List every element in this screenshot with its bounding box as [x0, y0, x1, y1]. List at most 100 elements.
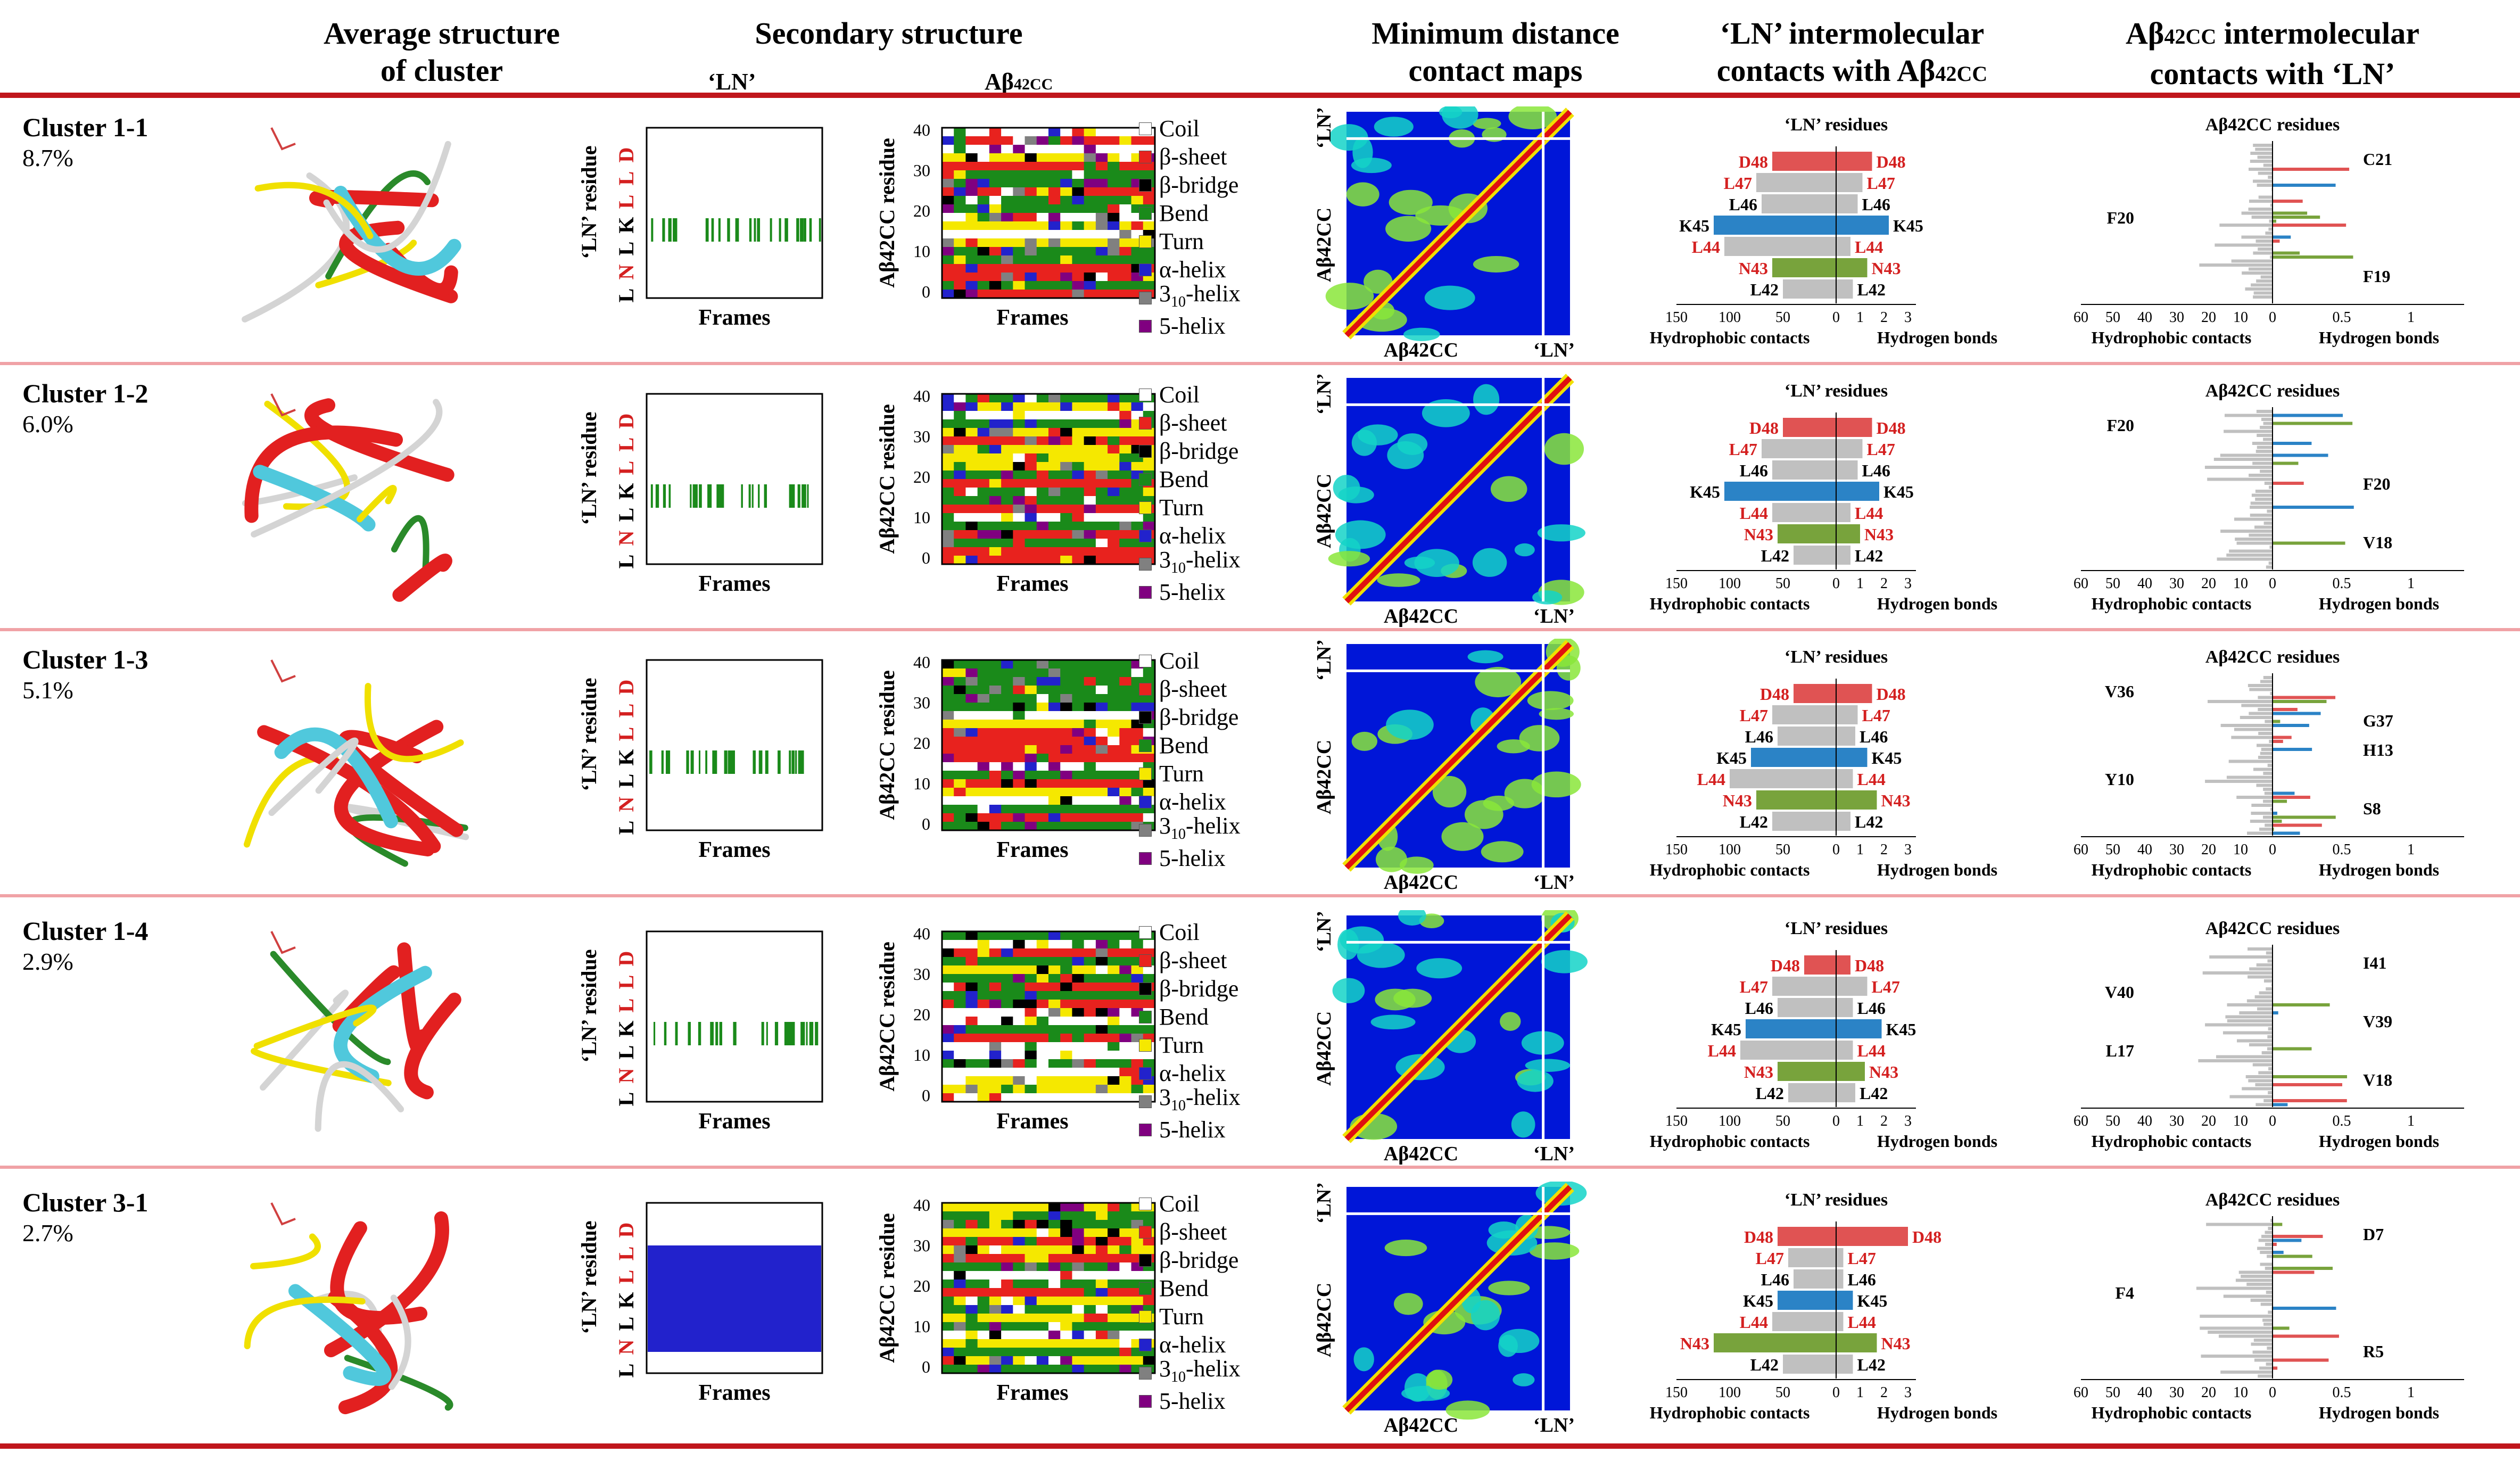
ab-ss-cell	[1036, 957, 1049, 966]
ab-ss-cell	[1072, 1331, 1085, 1340]
ab-ss-cell	[977, 1254, 990, 1263]
ab-ss-cell	[1131, 1051, 1144, 1060]
ab-ss-cell	[1001, 931, 1014, 940]
ab-ss-cell	[1013, 1297, 1026, 1306]
ab-ss-cell	[1013, 745, 1026, 754]
ab-ss-cell	[1108, 668, 1120, 678]
ab-ss-cell	[1119, 1093, 1132, 1102]
ab-ss-cell	[1048, 162, 1061, 171]
ab-ss-cell	[1143, 402, 1155, 411]
ab-ss-cell	[1060, 419, 1073, 428]
ab-ss-cell	[1060, 1034, 1073, 1043]
ab-hbond-bar	[2273, 251, 2300, 255]
hbond-bar	[1836, 173, 1863, 192]
ab-ss-cell	[942, 771, 955, 780]
ab-ss-cell	[1143, 703, 1155, 712]
ab-ss-cell	[1013, 204, 1026, 213]
ab-hydrophobic-bar	[2261, 1235, 2273, 1238]
hbond-bar	[1836, 258, 1868, 277]
ab-ss-cell	[942, 1042, 955, 1051]
ab-ss-cell	[1024, 179, 1037, 188]
ab-hydrophobic-bar	[2242, 271, 2273, 275]
ab-ss-cell	[1060, 771, 1073, 780]
ln-ss-stripe	[663, 484, 666, 508]
frames-label: Frames	[996, 1109, 1068, 1134]
ab-ss-cell	[1013, 796, 1026, 805]
ab-ss-cell	[1095, 204, 1109, 213]
ab-ss-cell	[942, 983, 955, 992]
contact-blob	[1389, 189, 1433, 215]
ln-residue-label-right: L44	[1857, 1041, 1886, 1060]
contact-blob	[1414, 549, 1459, 577]
ab-ss-cell	[1084, 1228, 1096, 1237]
ab-ss-cell	[942, 711, 955, 720]
ab-ss-cell	[1119, 1211, 1132, 1220]
contact-blob	[1426, 1369, 1453, 1390]
ab-ss-cell	[965, 128, 978, 137]
ab-ss-cell	[1119, 145, 1132, 154]
ab-ss-cell	[965, 213, 978, 222]
ln-residue-letter: D	[614, 951, 638, 967]
ab-ss-cell	[942, 1237, 955, 1246]
ab-ss-cell	[1119, 1348, 1132, 1357]
ln-ss-stripe	[748, 484, 751, 508]
ab-hydrophobic-bar	[2249, 474, 2273, 477]
ab-ss-cell	[1013, 948, 1026, 958]
header-min-distance: Minimum distance contact maps	[1277, 15, 1714, 89]
ab-ss-cell	[1013, 522, 1026, 531]
hydrophobic-bar-colored	[1783, 418, 1836, 437]
ln-residue-axis-label: ‘LN’ residue	[577, 678, 601, 791]
ab-xtick-label: 30	[2169, 575, 2184, 592]
hydrophobic-axis-label: Hydrophobic contacts	[1650, 1132, 1810, 1151]
ab-ytick-label: 30	[913, 693, 930, 712]
ab-hydrophobic-bar	[2239, 1011, 2273, 1014]
ab-ss-cell	[1108, 428, 1120, 437]
ab-ss-cell	[1108, 162, 1120, 171]
ab-ss-cell	[977, 796, 990, 805]
ab-xtick-label: 10	[2233, 841, 2248, 858]
ab-ss-cell	[977, 991, 990, 1000]
ab-ss-cell	[989, 1068, 1002, 1077]
ab-ss-cell	[942, 255, 955, 265]
ab-ss-cell	[942, 668, 955, 678]
ab-ss-cell	[1095, 1245, 1109, 1254]
ab-hydrophobic-bar	[2231, 259, 2273, 263]
ab-ss-cell	[1072, 247, 1085, 256]
ln-ss-stripe	[692, 484, 696, 508]
ab-ss-cell	[1084, 771, 1096, 780]
ab-ss-cell	[1095, 1237, 1109, 1246]
ab-ss-cell	[1013, 720, 1026, 729]
ab-ss-cell	[1060, 1254, 1073, 1263]
ribbon-segment	[268, 737, 359, 816]
ab-ss-cell	[1108, 1203, 1120, 1212]
ab-ss-cell	[1024, 394, 1037, 403]
ab-ss-cell	[1072, 462, 1085, 471]
ab-ss-cell	[942, 1288, 955, 1297]
ab-ss-cell	[1060, 931, 1073, 940]
ab-ss-cell	[1095, 1280, 1109, 1289]
ab-ss-cell	[1095, 931, 1109, 940]
contact-blob	[1537, 524, 1585, 542]
ab-ss-cell	[1048, 264, 1061, 273]
ab-ss-cell	[965, 411, 978, 420]
ab-ss-cell	[965, 762, 978, 771]
ab-ss-cell	[977, 1093, 990, 1102]
legend-label: Bend	[1159, 732, 1209, 758]
ab-ss-cell	[954, 754, 966, 763]
ln-ss-stripe	[707, 484, 709, 508]
ab-ss-cell	[1119, 394, 1132, 403]
ab-hydrophobic-bar	[2258, 756, 2273, 759]
ab-ytick-label: 0	[922, 1357, 930, 1376]
ln-ss-stripe	[718, 218, 721, 242]
ab-hbond-bar	[2273, 1326, 2290, 1330]
ab-ss-cell	[1084, 264, 1096, 273]
ab-ss-cell	[1001, 1000, 1014, 1009]
ab-ss-cell	[1119, 1331, 1132, 1340]
ab-hydrophobic-bar	[2248, 975, 2273, 979]
ab-ss-cell	[1108, 530, 1120, 539]
ab-ss-cell	[965, 991, 978, 1000]
ab-ss-cell	[942, 1085, 955, 1094]
ln-xtick-label: 2	[1880, 1384, 1888, 1401]
